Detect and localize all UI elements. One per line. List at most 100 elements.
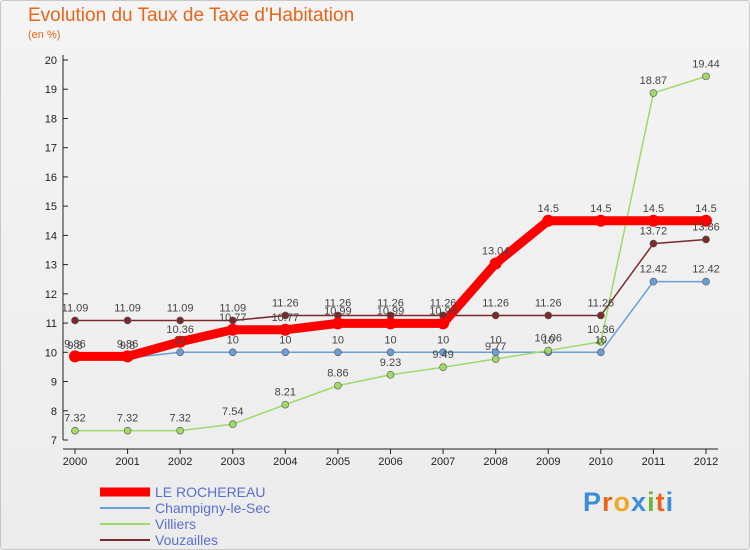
data-label: 7.32 [64,413,85,425]
data-point [647,214,660,227]
data-label: 10.99 [377,305,405,317]
data-label: 11.26 [482,297,509,309]
logo-letter: r [602,487,614,517]
y-tick-label: 14 [45,230,57,242]
data-point [71,316,79,325]
data-labels: 9.86 9.86 10.36 10.77 10.77 10.99 10.99 10.99 13… [62,58,720,424]
y-tick-label: 7 [51,435,57,447]
data-label: 10.99 [429,305,457,317]
data-point [649,239,658,248]
x-tick-label: 2003 [221,456,245,468]
y-tick-label: 9 [51,377,57,389]
data-point [334,348,342,357]
data-label: 7.32 [169,413,190,425]
data-label: 11.26 [587,297,614,309]
data-point [597,348,605,357]
data-point [176,348,184,357]
data-point [386,371,395,379]
data-label: 10 [437,334,449,346]
data-label: 10 [332,334,344,346]
data-label: 10 [542,334,554,346]
legend-label: Champigny-le-Sec [155,500,270,516]
x-tick-label: 2005 [326,456,350,468]
series-points [69,72,712,435]
logo-letter: x [631,487,648,517]
data-label: 11.26 [272,297,299,309]
data-label: 13.04 [482,245,510,257]
data-label: 11.09 [167,302,194,314]
data-label: 9.8 [67,340,82,352]
data-label: 10.99 [324,305,352,317]
data-label: 11.26 [377,297,404,309]
data-label: 14.5 [590,203,611,215]
data-label: 11.09 [219,302,246,314]
data-point [594,214,607,227]
x-tick-label: 2001 [115,456,139,468]
x-tick-label: 2011 [642,456,666,468]
y-tick-label: 13 [45,260,57,272]
data-point [700,214,712,227]
data-label: 9.23 [380,357,401,369]
y-tick-label: 17 [45,143,57,155]
data-point [69,350,81,363]
legend-label: Villiers [155,516,196,532]
data-point [439,363,447,372]
y-tick-label: 18 [45,113,57,125]
data-point [439,348,447,357]
data-point [174,335,187,348]
chart-title: Evolution du Taux de Taxe d'Habitation [28,5,355,26]
data-point [649,89,658,97]
data-point [71,426,79,435]
data-point [281,400,290,409]
data-point [702,72,710,81]
data-label: 12.42 [692,264,720,276]
data-point [437,317,450,330]
data-point [228,420,237,429]
logo-letter: t [655,487,666,517]
data-label: 14.5 [643,203,664,215]
data-label: 8.21 [275,387,296,399]
y-tick-label: 19 [45,84,57,96]
data-label: 9.86 [117,338,138,350]
y-tick-label: 11 [46,318,57,330]
data-point [176,316,184,325]
y-tick-label: 12 [45,289,57,301]
chart-subtitle: (en %) [28,29,61,41]
data-label: 11.09 [114,302,141,314]
logo-letter: i [647,487,656,517]
x-tick-label: 2007 [431,456,455,468]
data-point [331,317,344,330]
x-tick-label: 2006 [378,456,402,468]
x-tick-label: 2012 [694,456,718,468]
legend: LE ROCHEREAUChampigny-le-SecVilliersVouz… [100,484,270,548]
data-label: 10.36 [587,324,615,336]
data-label: 10.36 [166,324,194,336]
data-label: 10 [174,334,186,346]
data-label: 9.86 [64,338,85,350]
legend-label: Vouzailles [155,532,218,548]
y-tick-label: 8 [51,406,57,418]
data-label: 18.87 [640,75,668,87]
data-point [702,277,710,286]
data-point [226,323,239,336]
data-point [384,317,397,330]
data-point [334,381,342,390]
logo-letter: i [665,487,675,517]
data-point [544,311,553,320]
data-label: 10 [595,334,607,346]
data-point [489,257,502,270]
logo-letter: o [613,487,632,517]
data-label: 7.54 [222,406,243,418]
data-point [123,316,132,325]
data-label: 10 [490,334,502,346]
data-point [649,277,658,286]
data-point [228,348,237,357]
data-point [123,426,132,435]
data-label: 13.86 [692,221,720,233]
data-label: 9.49 [432,349,453,361]
data-label: 13.72 [640,226,668,238]
data-label: 12.42 [640,264,668,276]
data-point [597,337,605,346]
